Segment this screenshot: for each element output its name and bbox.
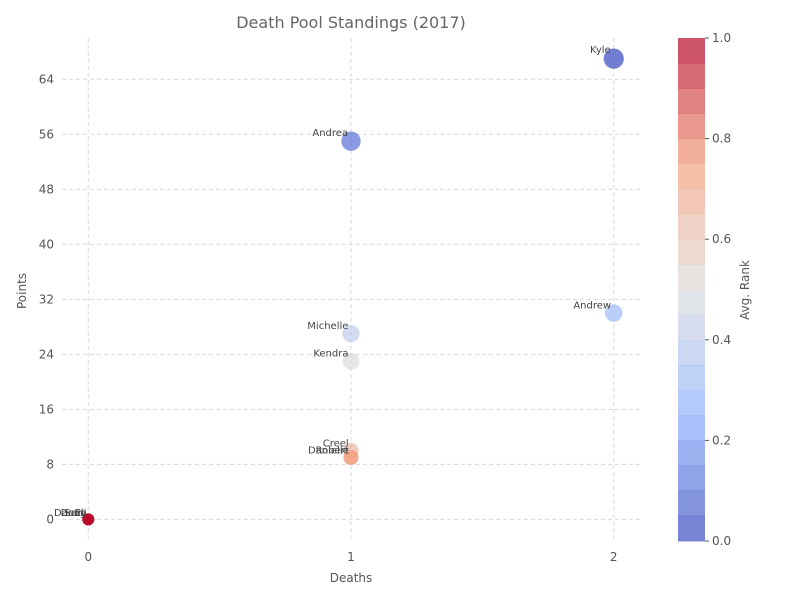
colorbar-segment: [678, 339, 705, 366]
colorbar-segment: [678, 440, 705, 467]
colorbar-segment: [678, 214, 705, 240]
colorbar-tick-label: 0.2: [712, 433, 731, 447]
scatter-point: [342, 352, 360, 370]
point-label: Creel: [323, 438, 349, 449]
point-label: Eli: [75, 508, 87, 519]
colorbar: 0.0 0.2 0.4 0.6 0.8 1.0: [678, 31, 731, 548]
scatter-points: [82, 48, 624, 526]
colorbar-segment: [678, 264, 705, 290]
colorbar-segment: [678, 515, 705, 542]
colorbar-title: Avg. Rank: [738, 260, 752, 320]
y-tick-label: 32: [39, 292, 54, 306]
scatter-point: [343, 449, 359, 465]
y-tick-label: 16: [39, 402, 54, 416]
scatter-point: [341, 131, 361, 151]
colorbar-segment: [678, 38, 705, 64]
colorbar-segment: [678, 415, 705, 441]
colorbar-tick-label: 0.0: [712, 534, 731, 548]
colorbar-segment: [678, 465, 705, 492]
x-tick-label: 1: [347, 550, 355, 564]
colorbar-segment: [678, 163, 705, 190]
x-tick-label: 0: [84, 550, 92, 564]
tick-labels: 0 1 2 0 8 16 24 32 40 48 56 64: [39, 72, 618, 564]
x-axis-title: Deaths: [330, 571, 373, 585]
scatter-point: [342, 325, 360, 343]
point-label: Sam: [64, 508, 86, 519]
point-labels: Kyle Andrea Andrew Michelle Kendra CreelRober…: [54, 45, 611, 519]
colorbar-tick-label: 0.4: [712, 333, 731, 347]
point-label: Michelle: [307, 321, 348, 332]
y-tick-label: 40: [39, 237, 54, 251]
colorbar-segment: [678, 289, 705, 316]
scatter-point: [603, 48, 624, 69]
colorbar-tick-label: 0.8: [712, 132, 731, 146]
scatter-point: [604, 304, 623, 322]
chart-title: Death Pool Standings (2017): [236, 13, 466, 32]
colorbar-segment: [678, 88, 705, 114]
colorbar-segment: [678, 63, 705, 89]
colorbar-tick-label: 1.0: [712, 31, 731, 45]
colorbar-segment: [678, 490, 705, 517]
point-label: Danny: [54, 508, 87, 519]
y-tick-label: 64: [39, 72, 54, 86]
colorbar-segment: [678, 390, 705, 416]
colorbar-segment: [678, 188, 705, 215]
point-label: Andrew: [573, 300, 611, 311]
point-label: Andrea: [312, 128, 348, 139]
y-tick-label: 48: [39, 182, 54, 196]
point-label: Kyle: [590, 45, 611, 56]
y-tick-label: 24: [39, 347, 54, 361]
y-tick-label: 56: [39, 127, 54, 141]
colorbar-segment: [678, 239, 705, 265]
point-label: Dave: [61, 508, 87, 519]
scatter-point: [82, 513, 95, 526]
colorbar-segment: [678, 138, 705, 165]
colorbar-segment: [678, 113, 705, 140]
point-label: Kendra: [313, 349, 348, 360]
point-label: Danielle: [308, 445, 349, 456]
point-label: Robert: [316, 445, 349, 456]
colorbar-segment: [678, 314, 705, 341]
y-tick-label: 8: [46, 457, 54, 471]
y-tick-label: 0: [46, 512, 54, 526]
y-axis-title: Points: [15, 273, 29, 309]
colorbar-tick-label: 0.6: [712, 232, 731, 246]
x-tick-label: 2: [610, 550, 618, 564]
colorbar-segment: [678, 364, 705, 391]
